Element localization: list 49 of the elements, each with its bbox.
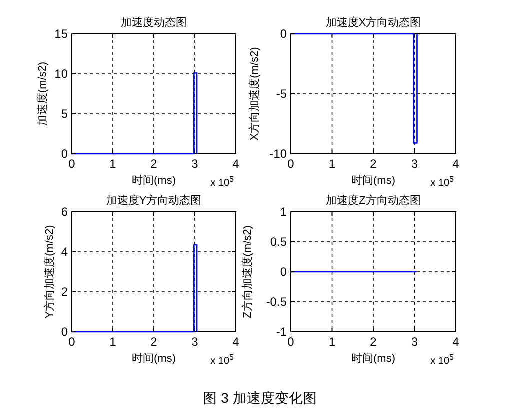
y-axis-title: Z方向加速度(m/s2): [241, 226, 254, 318]
y-tick-label: 15: [54, 27, 68, 41]
y-tick-label: 10: [54, 67, 68, 81]
y-tick-label: -0.5: [266, 295, 288, 309]
y-tick-label: 0: [280, 265, 288, 279]
x-tick-label: 2: [150, 335, 158, 349]
chart-title: 加速度动态图: [121, 16, 187, 29]
caption: 图 3 加速度变化图: [203, 390, 317, 406]
y-tick-label: 2: [61, 285, 68, 299]
x-tick-label: 1: [328, 157, 336, 171]
y-axis-title: Y方向加速度(m/s2): [43, 225, 56, 319]
x-tick-label: 3: [411, 335, 418, 349]
x-axis-title: 时间(ms): [352, 174, 396, 187]
x-tick-label: 4: [232, 335, 240, 349]
y-tick-label: 0: [61, 325, 68, 339]
y-tick-label: 0: [61, 147, 68, 161]
text: x 10$^{5}$: [430, 352, 455, 367]
y-tick-label: -5: [276, 87, 288, 101]
y-tick-label: 5: [61, 107, 68, 121]
y-tick-label: 4: [61, 245, 68, 259]
chart-title: 加速度Y方向动态图: [106, 194, 202, 207]
y-tick-label: 0.5: [270, 235, 288, 249]
y-axis-title: 加速度(m/s2): [36, 62, 49, 126]
x-tick-label: 2: [370, 335, 378, 349]
x-tick-label: 2: [370, 157, 378, 171]
x-axis-title: 时间(ms): [132, 174, 176, 187]
x-tick-label: 2: [150, 157, 158, 171]
x-tick-label: 4: [452, 157, 460, 171]
x-tick-label: 4: [232, 157, 240, 171]
text: x 10$^{5}$: [430, 174, 455, 189]
x-tick-label: 1: [328, 335, 336, 349]
chart-title: 加速度Z方向动态图: [326, 194, 421, 207]
x-tick-label: 1: [110, 335, 117, 349]
text: x 10$^{5}$: [210, 352, 235, 367]
x-tick-label: 3: [192, 157, 199, 171]
x-tick-label: 4: [452, 335, 460, 349]
chart-title: 加速度X方向动态图: [326, 16, 422, 29]
x-tick-label: 3: [192, 335, 199, 349]
y-tick-label: -1: [276, 325, 288, 339]
text: x 10$^{5}$: [210, 174, 235, 189]
x-tick-label: 3: [411, 157, 418, 171]
y-tick-label: 6: [61, 205, 68, 219]
y-tick-label: -10: [270, 147, 288, 161]
x-axis-title: 时间(ms): [352, 352, 396, 365]
y-tick-label: 1: [280, 205, 288, 219]
y-axis-title: X方向加速度(m/s2): [248, 47, 261, 141]
x-axis-title: 时间(ms): [132, 352, 176, 365]
x-tick-label: 1: [110, 157, 117, 171]
y-tick-label: 0: [280, 27, 288, 41]
